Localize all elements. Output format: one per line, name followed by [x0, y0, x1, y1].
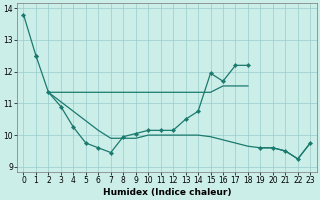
X-axis label: Humidex (Indice chaleur): Humidex (Indice chaleur)	[103, 188, 231, 197]
